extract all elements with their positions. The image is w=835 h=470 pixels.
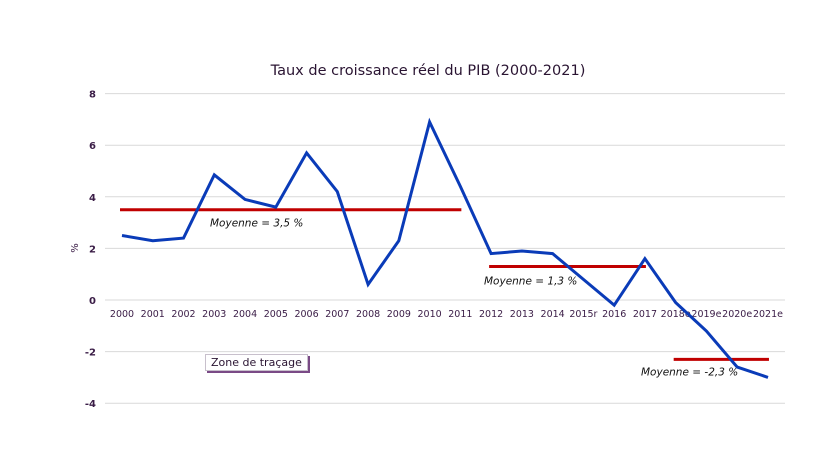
x-tick-label: 2020e <box>722 309 752 320</box>
x-tick-label: 2014 <box>541 309 565 320</box>
x-tick-label: 2019e <box>691 309 721 320</box>
x-tick-label: 2001 <box>141 309 165 320</box>
x-tick-label: 2017 <box>633 309 657 320</box>
average-lines: Moyenne = 3,5 % Moyenne = 1,3 % Moyenne = … <box>120 208 769 378</box>
x-tick-label: 2007 <box>325 309 349 320</box>
series-layer <box>121 117 769 379</box>
x-tick-label: 2018e <box>661 309 691 320</box>
x-tick-label: 2015r <box>569 309 597 320</box>
average-label: Moyenne = 1,3 % <box>484 275 577 287</box>
chart-title: Taux de croissance réel du PIB (2000-202… <box>270 63 586 79</box>
y-tick-label: -4 <box>85 399 96 410</box>
x-tick-label: 2013 <box>510 309 534 320</box>
x-tick-label: 2000 <box>110 309 134 320</box>
average-label: Moyenne = 3,5 % <box>210 218 303 230</box>
y-tick-label: 2 <box>89 244 96 255</box>
y-tick-label: 4 <box>89 193 96 204</box>
x-tick-label: 2011 <box>448 309 472 320</box>
plot-area-tooltip: Zone de traçage <box>205 354 308 371</box>
y-axis-label: % <box>70 243 81 253</box>
x-tick-label: 2006 <box>294 309 318 320</box>
x-tick-label: 2005 <box>264 309 288 320</box>
x-tick-label: 2003 <box>202 309 226 320</box>
y-tick-label: 6 <box>89 141 96 152</box>
x-tick-label: 2009 <box>387 309 411 320</box>
x-axis-ticks: 2000 2001 2002 2003 2004 2005 2006 2007 2008 2009… <box>110 309 783 320</box>
y-tick-label: 8 <box>89 90 96 101</box>
y-tick-label: 0 <box>89 296 96 307</box>
x-tick-label: 2021e <box>753 309 783 320</box>
x-tick-label: 2004 <box>233 309 257 320</box>
x-tick-label: 2002 <box>171 309 195 320</box>
x-tick-label: 2012 <box>479 309 503 320</box>
x-tick-label: 2008 <box>356 309 380 320</box>
y-axis-ticks: -4 -2 0 2 4 6 8 <box>85 90 96 411</box>
gridlines <box>105 93 785 404</box>
series-line <box>121 117 769 379</box>
x-tick-label: 2016 <box>602 309 626 320</box>
x-tick-label: 2010 <box>418 309 442 320</box>
y-tick-label: -2 <box>85 348 96 359</box>
average-label: Moyenne = -2,3 % <box>641 366 738 378</box>
